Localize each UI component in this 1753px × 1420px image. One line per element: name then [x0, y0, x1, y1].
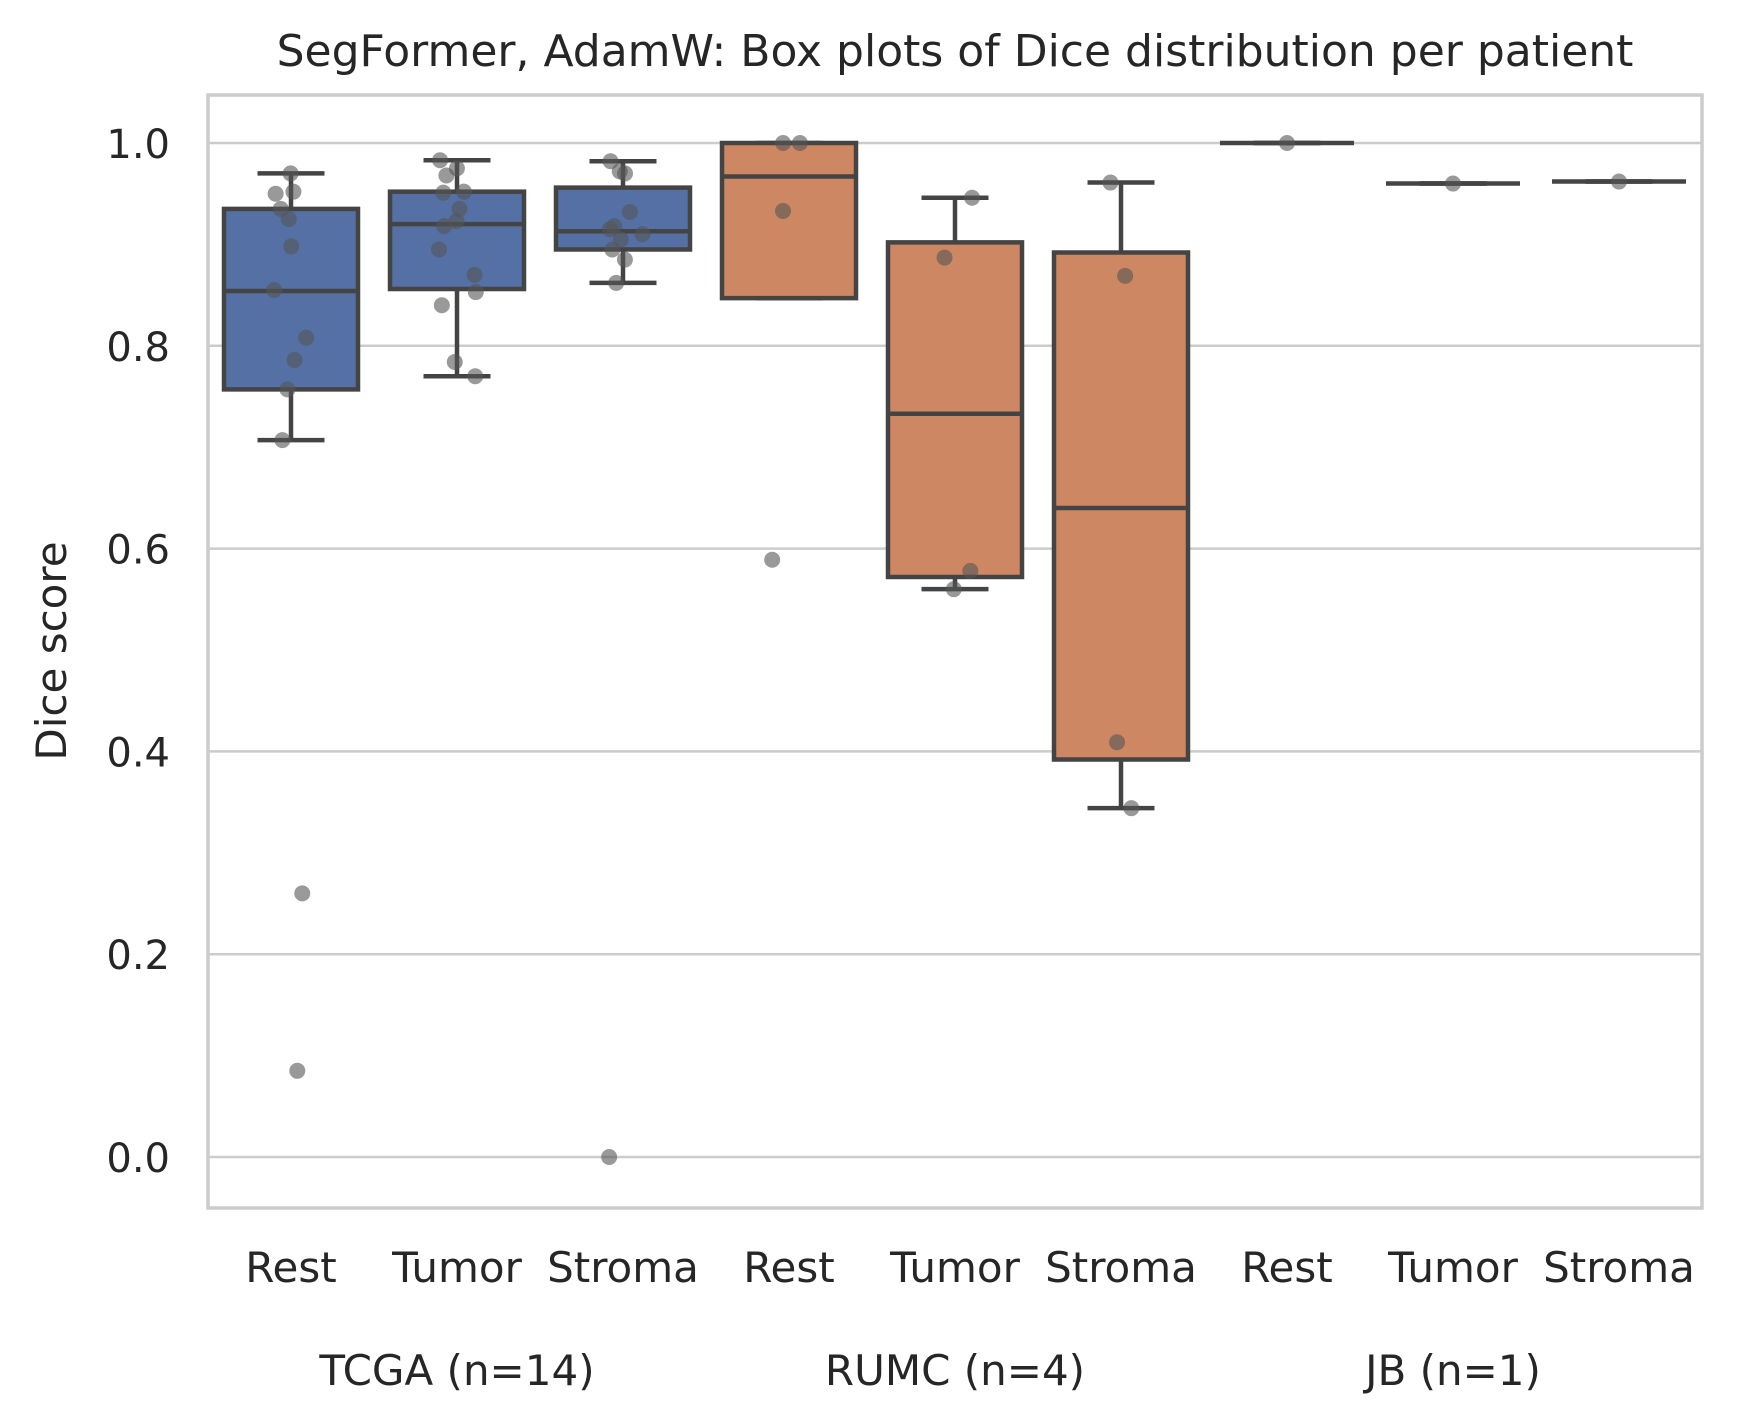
- y-tick-label: 0.4: [106, 730, 170, 776]
- data-point: [438, 167, 455, 184]
- box-body: [719, 140, 859, 301]
- y-tick-label: 1.0: [106, 122, 170, 168]
- group-labels: TCGA (n=14) RUMC (n=4) JB (n=1): [318, 1346, 1541, 1395]
- data-point: [451, 200, 468, 217]
- data-point: [621, 203, 638, 220]
- data-point: [1611, 173, 1627, 190]
- data-point: [1109, 734, 1126, 751]
- data-point: [608, 274, 625, 291]
- x-tick-label: Tumor: [1387, 1243, 1519, 1292]
- x-tick-label: Stroma: [547, 1243, 699, 1292]
- y-tick-label: 0.2: [106, 933, 170, 979]
- data-point: [298, 329, 315, 346]
- box-body: [885, 240, 1025, 580]
- data-point: [604, 241, 621, 258]
- box-rumc-stroma: [1051, 180, 1191, 811]
- x-tick-label: Rest: [245, 1243, 337, 1292]
- data-point: [1123, 800, 1140, 817]
- data-point: [286, 351, 303, 368]
- data-point: [962, 562, 979, 579]
- data-point: [467, 284, 484, 301]
- data-point: [1117, 267, 1134, 284]
- y-tick-label: 0.6: [106, 528, 170, 574]
- box-plots: [221, 140, 1686, 811]
- box-rumc-tumor: [885, 195, 1025, 592]
- data-point: [279, 381, 296, 398]
- plot-frame: [206, 93, 1704, 1210]
- group-label-jb: JB (n=1): [1362, 1346, 1541, 1395]
- group-label-tcga: TCGA (n=14): [318, 1346, 594, 1395]
- data-point: [283, 238, 300, 255]
- y-tick-label: 0.0: [106, 1136, 170, 1182]
- x-tick-label: Stroma: [1543, 1243, 1695, 1292]
- data-point: [285, 183, 302, 200]
- data-point: [601, 1149, 618, 1165]
- data-point: [282, 165, 299, 182]
- y-axis-label: Dice score: [27, 541, 76, 760]
- data-point: [280, 211, 297, 228]
- data-point: [764, 551, 781, 568]
- group-label-rumc: RUMC (n=4): [825, 1346, 1085, 1395]
- x-tick-label: Tumor: [889, 1243, 1021, 1292]
- data-point: [266, 282, 283, 299]
- data-point: [431, 241, 448, 258]
- data-point: [455, 183, 472, 200]
- data-point: [1102, 174, 1119, 191]
- data-point: [775, 135, 792, 151]
- y-tick-label: 0.8: [106, 325, 170, 371]
- data-point: [634, 226, 651, 243]
- data-points: [266, 135, 1627, 1165]
- x-tick-label: Rest: [1241, 1243, 1333, 1292]
- data-point: [433, 297, 450, 314]
- data-point: [466, 266, 483, 283]
- data-point: [964, 189, 981, 206]
- data-point: [602, 153, 619, 170]
- data-point: [1445, 175, 1461, 192]
- data-point: [294, 885, 311, 902]
- x-tick-label: Rest: [743, 1243, 835, 1292]
- box-rumc-rest: [719, 140, 859, 301]
- chart-title: SegFormer, AdamW: Box plots of Dice dist…: [277, 26, 1634, 77]
- data-point: [432, 152, 449, 169]
- x-tick-label: Stroma: [1045, 1243, 1197, 1292]
- y-tick-labels: 0.0 0.2 0.4 0.6 0.8 1.0: [106, 122, 170, 1182]
- data-point: [775, 202, 792, 219]
- data-point: [936, 249, 953, 266]
- x-tick-label: Tumor: [391, 1243, 523, 1292]
- data-point: [436, 218, 453, 235]
- data-point: [1279, 135, 1295, 151]
- data-point: [289, 1062, 306, 1079]
- data-point: [945, 581, 962, 598]
- data-point: [448, 213, 465, 230]
- data-point: [616, 251, 633, 268]
- x-tick-labels: Rest Tumor Stroma Rest Tumor Stroma Rest Tumor S…: [245, 1243, 1695, 1292]
- data-point: [446, 354, 463, 371]
- data-point: [267, 185, 284, 202]
- data-point: [791, 135, 808, 151]
- data-point: [435, 184, 452, 201]
- data-point: [601, 221, 618, 238]
- data-point: [617, 165, 634, 182]
- data-point: [274, 432, 291, 449]
- data-point: [467, 368, 484, 385]
